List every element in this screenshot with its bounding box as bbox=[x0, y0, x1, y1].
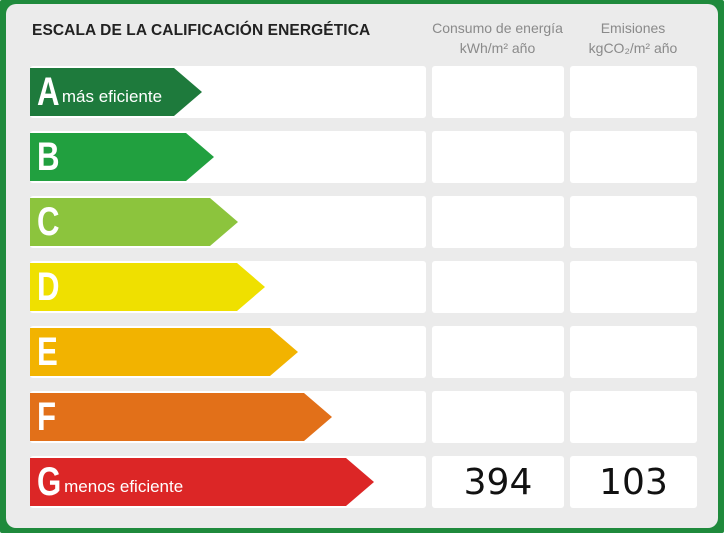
rating-arrow-c: C bbox=[30, 196, 238, 248]
consumo-header-line2: kWh/m² año bbox=[459, 40, 536, 56]
consumo-cell-b bbox=[432, 131, 564, 183]
rating-letter: G bbox=[37, 460, 62, 504]
emisiones-cell-d bbox=[570, 261, 697, 313]
emisiones-cell-b bbox=[570, 131, 697, 183]
emisiones-header-line1: Emisiones bbox=[600, 20, 666, 36]
rating-arrow-shape bbox=[30, 68, 202, 116]
emisiones-value: 103 bbox=[599, 461, 668, 503]
emisiones-header: Emisiones kgCO₂/m² año bbox=[568, 18, 698, 58]
rating-arrow-shape bbox=[30, 328, 298, 376]
rating-arrow-shape bbox=[30, 198, 238, 246]
emisiones-cell-c bbox=[570, 196, 697, 248]
scale-title: ESCALA DE LA CALIFICACIÓN ENERGÉTICA bbox=[32, 22, 371, 39]
consumo-cell-e bbox=[432, 326, 564, 378]
rating-arrow-shape bbox=[30, 458, 374, 506]
rating-arrow-f: F bbox=[30, 391, 332, 443]
consumo-cell-f bbox=[432, 391, 564, 443]
rating-arrow-shape bbox=[30, 393, 332, 441]
rating-arrow-d: D bbox=[30, 261, 265, 313]
rating-letter: C bbox=[37, 200, 60, 244]
rating-arrow-shape bbox=[30, 263, 265, 311]
consumo-header: Consumo de energía kWh/m² año bbox=[430, 18, 565, 58]
consumo-value: 394 bbox=[463, 461, 533, 503]
consumo-header-line1: Consumo de energía bbox=[432, 20, 563, 36]
consumo-cell-d bbox=[432, 261, 564, 313]
rating-arrow-b: B bbox=[30, 131, 214, 183]
rating-letter: F bbox=[37, 395, 57, 439]
consumo-cell-c bbox=[432, 196, 564, 248]
rating-description: menos eficiente bbox=[64, 477, 184, 496]
emisiones-cell-f bbox=[570, 391, 697, 443]
emisiones-cell-e bbox=[570, 326, 697, 378]
emisiones-header-line2: kgCO₂/m² año bbox=[588, 40, 678, 56]
consumo-cell-a bbox=[432, 66, 564, 118]
rating-letter: A bbox=[37, 70, 60, 114]
rating-arrow-e: E bbox=[30, 326, 298, 378]
rating-letter: D bbox=[37, 265, 60, 309]
consumo-cell-g: 394 bbox=[432, 456, 564, 508]
emisiones-cell-g: 103 bbox=[570, 456, 697, 508]
rating-description: más eficiente bbox=[61, 87, 163, 106]
rating-letter: B bbox=[37, 135, 60, 179]
rating-letter: E bbox=[37, 330, 58, 374]
rating-arrow-shape bbox=[30, 133, 214, 181]
emisiones-cell-a bbox=[570, 66, 697, 118]
